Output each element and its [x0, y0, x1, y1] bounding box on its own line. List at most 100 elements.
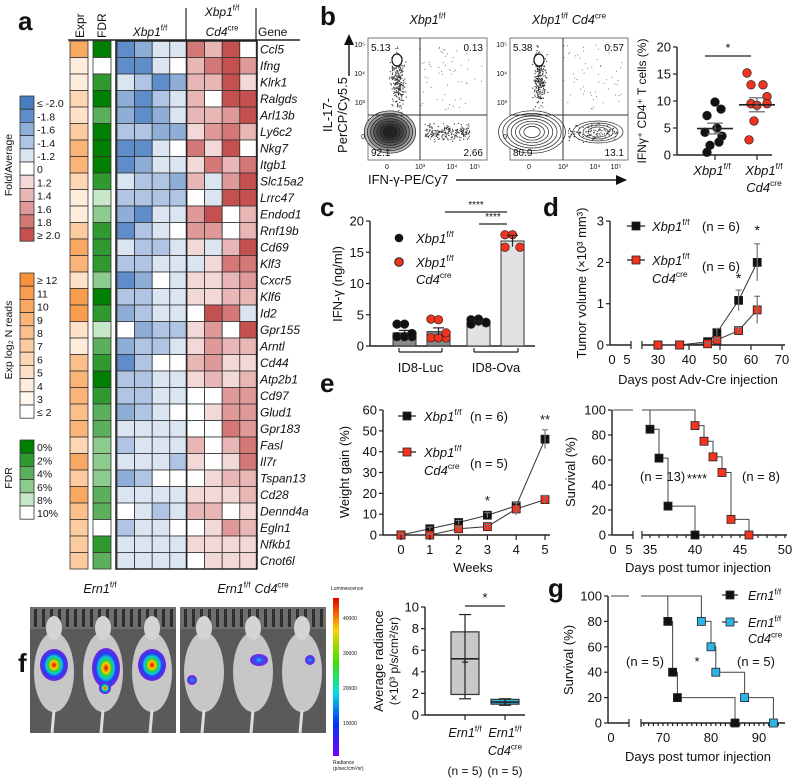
- event-dot: [536, 80, 538, 83]
- event-dot: [596, 58, 598, 60]
- event-dot: [544, 69, 546, 71]
- contour: [572, 120, 624, 144]
- event-dot: [544, 89, 546, 91]
- text-run: 1: [426, 542, 433, 557]
- arrow-head-icon: [616, 175, 627, 185]
- event-dot: [398, 98, 400, 100]
- event-dot: [441, 129, 443, 131]
- event-dot: [443, 138, 445, 140]
- censor-marker: [645, 424, 655, 434]
- text-run: (n = 5): [626, 654, 664, 669]
- expr-cell: [69, 205, 89, 223]
- significance-label: *: [482, 590, 487, 605]
- event-dot: [534, 81, 537, 83]
- expr-cell: [69, 535, 89, 553]
- event-dot: [590, 94, 592, 96]
- fold-cell: [151, 321, 171, 339]
- event-dot: [604, 45, 606, 47]
- superscript: f/f: [454, 443, 462, 453]
- text-run: 4: [37, 381, 43, 393]
- legend-n: (n = 6): [702, 219, 740, 234]
- text-run: Gene: [258, 25, 288, 39]
- fold-cell: [116, 519, 136, 537]
- event-dot: [402, 70, 404, 72]
- fold-cell: [204, 552, 223, 570]
- text-run: (n = 5): [737, 654, 775, 669]
- event-dot: [542, 93, 544, 96]
- fold-cell: [186, 519, 206, 537]
- survival-curve: [611, 595, 778, 728]
- text-run: Ralgds: [260, 92, 297, 106]
- event-dot: [568, 53, 570, 55]
- event-dot: [576, 131, 578, 133]
- fold-cell: [151, 486, 171, 504]
- event-dot: [481, 65, 483, 67]
- legend-swatch: [19, 135, 35, 150]
- event-dot: [400, 107, 402, 109]
- x-tick-label: 10⁴: [447, 164, 458, 171]
- event-dot: [542, 102, 544, 104]
- fold-cell: [134, 222, 153, 240]
- event-dot: [434, 141, 436, 143]
- fdr-cell: [92, 205, 112, 223]
- event-dot: [450, 133, 452, 136]
- event-dot: [392, 69, 394, 72]
- mouse-head: [196, 616, 212, 640]
- event-dot: [569, 130, 572, 132]
- y-axis-label: (×10³ p/s/cm²/sr): [387, 617, 401, 705]
- x-tick-label: 10³: [558, 164, 569, 171]
- event-dot: [542, 83, 544, 85]
- nose-cone-slot: [312, 609, 315, 627]
- text-run: 1.8: [37, 217, 52, 229]
- event-dot: [395, 48, 397, 50]
- text-run: (n = 6): [702, 259, 740, 274]
- event-dot: [391, 77, 393, 79]
- event-dot: [533, 91, 536, 93]
- event-dot: [590, 108, 592, 110]
- event-dot: [534, 76, 536, 78]
- event-dot: [538, 73, 540, 75]
- legend-label: 8: [37, 328, 43, 340]
- fold-cell: [204, 189, 223, 207]
- fold-cell: [239, 106, 258, 124]
- event-dot: [445, 136, 447, 138]
- event-dot: [397, 74, 399, 76]
- flow-plot: [498, 37, 629, 161]
- superscript: f/f: [233, 4, 240, 13]
- data-point: [466, 319, 476, 329]
- fold-cell: [116, 535, 136, 553]
- heatmap-row: [69, 106, 258, 124]
- event-dot: [544, 65, 546, 68]
- legend-label: 11: [37, 288, 48, 300]
- event-dot: [396, 82, 398, 84]
- event-dot: [441, 137, 444, 139]
- event-dot: [451, 140, 454, 142]
- x-tick-label: 5: [623, 352, 630, 367]
- y-tick-label: 100: [580, 589, 602, 604]
- fold-cell: [151, 57, 171, 75]
- text-run: 3: [597, 214, 604, 229]
- event-dot: [423, 91, 425, 93]
- text-run: Days post tumor injection: [625, 560, 771, 575]
- event-dot: [536, 90, 538, 92]
- event-dot: [542, 71, 544, 73]
- bioluminescence-image: [180, 607, 326, 734]
- fold-cell: [204, 40, 223, 58]
- fold-cell: [239, 40, 258, 58]
- text-run: 0: [609, 542, 616, 557]
- fold-cell: [151, 304, 171, 322]
- event-dot: [538, 80, 540, 82]
- y-tick-label: 15: [350, 245, 364, 260]
- event-dot: [535, 91, 537, 93]
- event-dot: [453, 123, 456, 125]
- event-dot: [543, 80, 545, 82]
- quadrant-value: 80.9: [513, 148, 533, 159]
- fold-cell: [116, 73, 136, 91]
- gene-symbol: Ern1: [448, 726, 474, 740]
- luminescence-signal: [187, 675, 197, 685]
- event-dot: [447, 132, 449, 135]
- data-point: [433, 315, 444, 325]
- fdr-cell: [92, 486, 112, 504]
- event-dot: [452, 57, 454, 59]
- text-run: c: [320, 192, 334, 222]
